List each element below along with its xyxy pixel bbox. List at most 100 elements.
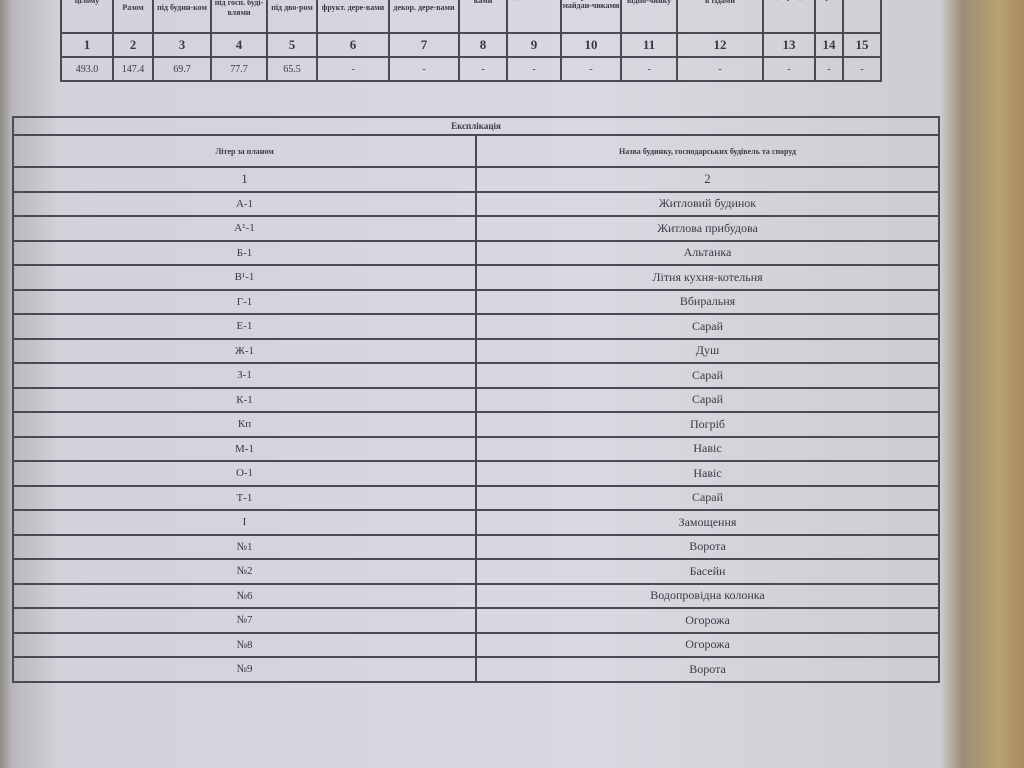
letter: I (12, 509, 477, 536)
cell: - (560, 56, 623, 82)
row: Г-1 Вбиральня (12, 288, 940, 315)
column-number: 5 (265, 32, 319, 58)
header: декор. дере-вами (388, 0, 461, 34)
row: №7 Огорожа (12, 607, 940, 634)
building-name: Ворота (475, 656, 940, 683)
letter: О-1 (12, 460, 477, 487)
row: Т-1 Сарай (12, 484, 940, 511)
header: під будин-ком (152, 0, 212, 34)
value-row: 493.0 147.4 69.7 77.7 65.5- - - - - - - - - - (60, 56, 883, 82)
header: лісо-ни (842, 0, 883, 34)
cell: 493.0 (60, 56, 114, 82)
cell: - (676, 56, 765, 82)
building-name: Сарай (475, 313, 940, 340)
row: К-1 Сарай (12, 386, 940, 413)
letter: Кп (12, 411, 477, 438)
header: Літер за планом (12, 134, 477, 168)
cell: - (458, 56, 509, 82)
letter: №9 (12, 656, 477, 683)
building-name: Сарай (475, 386, 940, 413)
row: Ж-1 Душ (12, 337, 940, 364)
building-name: Вбиральня (475, 288, 940, 315)
letter: Е-1 (12, 313, 477, 340)
header: під місця-ми відпо-чинку (620, 0, 679, 34)
row: I Замощення (12, 509, 940, 536)
row: №9 Ворота (12, 656, 940, 683)
header-row: Разом під будин-ком під госп. буді-влями пі… (61, 0, 881, 34)
cell: - (388, 56, 461, 82)
column-number: 6 (316, 32, 391, 58)
row: М-1 Навіс (12, 435, 940, 462)
building-name: Замощення (475, 509, 940, 536)
building-name: Літня кухня-котельня (475, 264, 940, 291)
header: під дво-ром (265, 0, 319, 34)
header: під дитяч. гральн. майдан-чиками (560, 0, 623, 34)
row: №8 Огорожа (12, 631, 940, 658)
cell: - (620, 56, 679, 82)
letter: №7 (12, 607, 477, 634)
column-number: 13 (762, 32, 817, 58)
table-title: Експлікація (12, 116, 940, 135)
letter: А-1 (12, 190, 477, 217)
column-number: 14 (814, 32, 845, 58)
column-number: 8 (458, 32, 509, 58)
building-name: Житловий будинок (475, 190, 940, 217)
cell: - (316, 56, 391, 82)
cell: - (814, 56, 845, 82)
building-name: Житлова прибудова (475, 215, 940, 242)
header: під госп. буді-влями (210, 0, 268, 34)
building-name: Огорожа (475, 631, 940, 658)
column-number: 12 (676, 32, 765, 58)
column-number: 1 (60, 32, 114, 58)
building-name: Водопровідна колонка (475, 582, 940, 609)
building-name: Ворота (475, 533, 940, 560)
column-number: 7 (388, 32, 461, 58)
row: №6 Водопровідна колонка (12, 582, 940, 609)
building-name: Навіс (475, 460, 940, 487)
row: Е-1 Сарай (12, 313, 940, 340)
cell: 77.7 (210, 56, 268, 82)
letter: №1 (12, 533, 477, 560)
column-number: 10 (560, 32, 623, 58)
header: Разом (112, 0, 154, 34)
letter: Ж-1 (12, 337, 477, 364)
cell: 69.7 (152, 56, 212, 82)
building-name: Басейн (475, 558, 940, 585)
building-name: Альтанка (475, 239, 940, 266)
land-area-table: Площа в ціломузайнята будівлямипід садом… (60, 0, 883, 82)
letter: А¹-1 (12, 215, 477, 242)
cell: 147.4 (112, 56, 154, 82)
header: фрукт. дере-вами (316, 0, 391, 34)
row: Б-1 Альтанка (12, 239, 940, 266)
header: під квіт-ни-ками (458, 0, 509, 34)
row: З-1 Сарай (12, 362, 940, 389)
row: Кп Погріб (12, 411, 940, 438)
letter: В¹-1 (12, 264, 477, 291)
letter: М-1 (12, 435, 477, 462)
row: А-1 Житловий будинок (12, 190, 940, 217)
explication-table: Експлікація Літер за планом Назва будинку,… (12, 116, 940, 683)
row: А¹-1 Житлова прибудова (12, 215, 940, 242)
cell: - (842, 56, 883, 82)
group-header: Площа в цілому (60, 0, 114, 34)
cell: - (506, 56, 563, 82)
column-number: 11 (620, 32, 679, 58)
header-row: Літер за планом Назва будинку, господарсь… (12, 134, 940, 168)
number-row: 1 2 3 4 5 6 7 8 9 10 11 12 13 14 15 (60, 32, 883, 58)
letter: Б-1 (12, 239, 477, 266)
row: В¹-1 Літня кухня-котельня (12, 264, 940, 291)
column-number: 15 (842, 32, 883, 58)
column-number: 9 (506, 32, 563, 58)
building-name: Огорожа (475, 607, 940, 634)
letter: №6 (12, 582, 477, 609)
column-number: 4 (210, 32, 268, 58)
letter: №2 (12, 558, 477, 585)
column-number: 2 (112, 32, 154, 58)
row: №2 Басейн (12, 558, 940, 585)
column-number: 2 (475, 166, 940, 193)
letter: К-1 (12, 386, 477, 413)
building-name: Сарай (475, 484, 940, 511)
